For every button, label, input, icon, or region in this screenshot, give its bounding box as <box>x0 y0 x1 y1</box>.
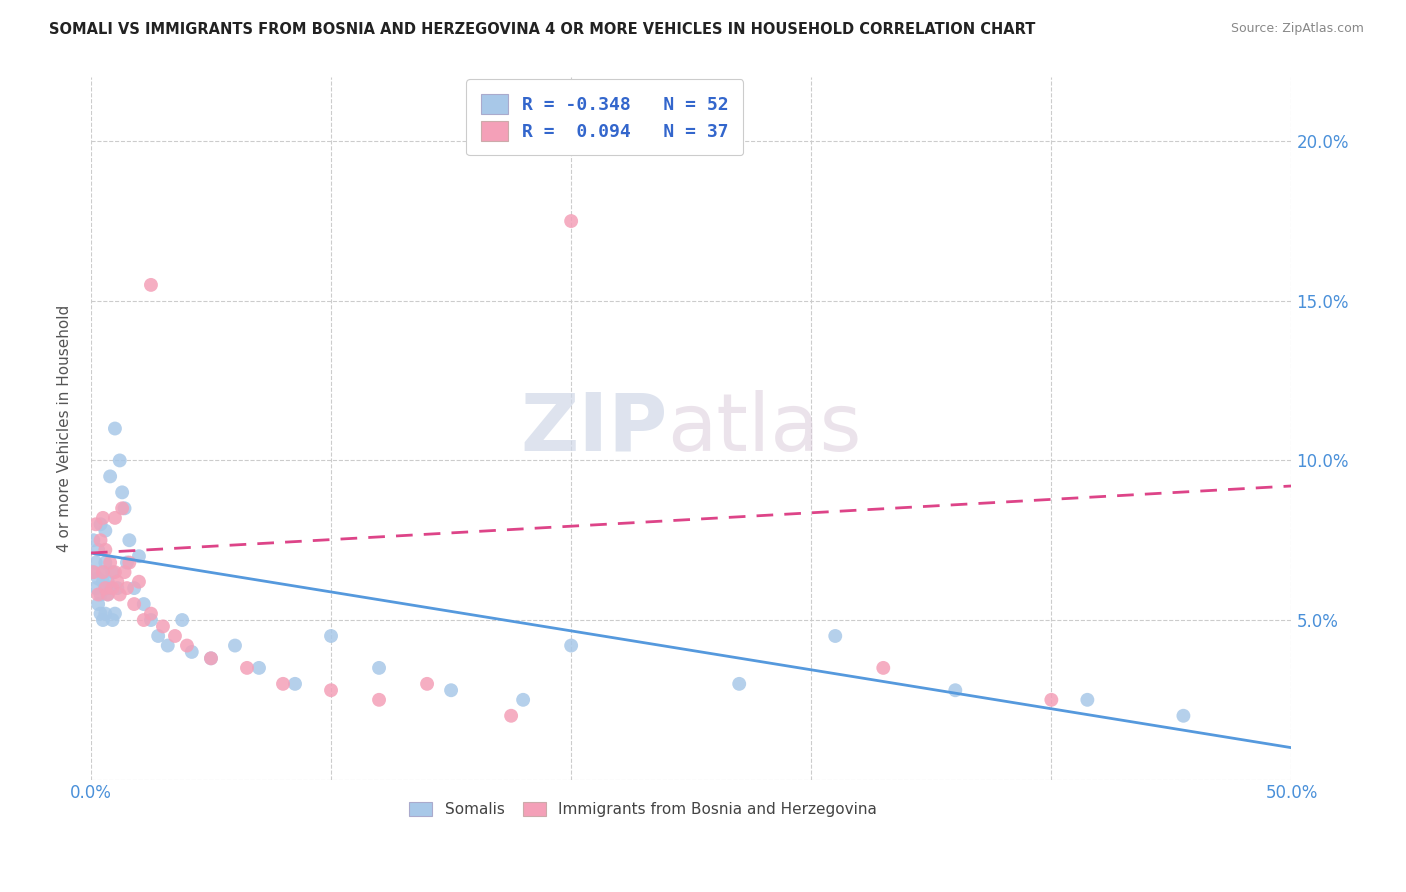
Point <box>872 661 894 675</box>
Point <box>84 556 107 570</box>
Point <box>111 501 134 516</box>
Point <box>122 581 145 595</box>
Point <box>108 453 131 467</box>
Point <box>128 549 150 564</box>
Point <box>97 587 120 601</box>
Point <box>247 661 270 675</box>
Point <box>104 607 127 621</box>
Point <box>1076 693 1098 707</box>
Point <box>512 693 534 707</box>
Point <box>146 629 169 643</box>
Point <box>94 556 117 570</box>
Point <box>82 565 104 579</box>
Point <box>236 661 259 675</box>
Point <box>82 565 104 579</box>
Point <box>104 421 127 435</box>
Point <box>101 581 124 595</box>
Point <box>440 683 463 698</box>
Point <box>101 565 124 579</box>
Point <box>139 613 162 627</box>
Point <box>224 639 246 653</box>
Point <box>416 677 439 691</box>
Point <box>97 574 120 589</box>
Point <box>271 677 294 691</box>
Point <box>98 469 121 483</box>
Point <box>115 556 138 570</box>
Text: SOMALI VS IMMIGRANTS FROM BOSNIA AND HERZEGOVINA 4 OR MORE VEHICLES IN HOUSEHOLD: SOMALI VS IMMIGRANTS FROM BOSNIA AND HER… <box>49 22 1036 37</box>
Point <box>501 708 523 723</box>
Text: ZIP: ZIP <box>520 390 668 467</box>
Y-axis label: 4 or more Vehicles in Household: 4 or more Vehicles in Household <box>58 305 72 552</box>
Point <box>200 651 222 665</box>
Point <box>90 517 112 532</box>
Point <box>728 677 751 691</box>
Point <box>104 511 127 525</box>
Point <box>87 597 110 611</box>
Legend: Somalis, Immigrants from Bosnia and Herzegovina: Somalis, Immigrants from Bosnia and Herz… <box>402 794 884 824</box>
Point <box>115 581 138 595</box>
Point <box>560 214 582 228</box>
Point <box>94 524 117 538</box>
Point <box>163 629 186 643</box>
Point <box>97 587 120 601</box>
Point <box>200 651 222 665</box>
Point <box>91 613 114 627</box>
Point <box>98 581 121 595</box>
Point <box>108 587 131 601</box>
Text: atlas: atlas <box>668 390 862 467</box>
Point <box>101 613 124 627</box>
Point <box>91 565 114 579</box>
Point <box>87 587 110 601</box>
Point <box>139 277 162 292</box>
Point <box>90 587 112 601</box>
Point <box>105 574 128 589</box>
Point <box>152 619 174 633</box>
Point <box>180 645 202 659</box>
Point <box>87 572 110 586</box>
Point <box>132 597 155 611</box>
Point <box>176 639 198 653</box>
Point <box>156 639 179 653</box>
Point <box>128 574 150 589</box>
Point <box>139 607 162 621</box>
Point <box>94 542 117 557</box>
Text: Source: ZipAtlas.com: Source: ZipAtlas.com <box>1230 22 1364 36</box>
Point <box>98 556 121 570</box>
Point <box>1040 693 1063 707</box>
Point <box>91 574 114 589</box>
Point <box>111 485 134 500</box>
Point <box>319 629 342 643</box>
Point <box>114 565 136 579</box>
Point <box>368 661 391 675</box>
Point <box>368 693 391 707</box>
Point <box>90 533 112 548</box>
Point <box>132 613 155 627</box>
Point <box>87 542 110 557</box>
Point <box>172 613 194 627</box>
Point <box>284 677 307 691</box>
Point <box>94 581 117 595</box>
Point <box>118 533 141 548</box>
Point <box>114 501 136 516</box>
Point <box>118 556 141 570</box>
Point <box>91 511 114 525</box>
Point <box>94 607 117 621</box>
Point <box>943 683 966 698</box>
Point <box>1173 708 1195 723</box>
Point <box>319 683 342 698</box>
Point <box>90 607 112 621</box>
Point <box>824 629 846 643</box>
Point <box>84 517 107 532</box>
Point <box>84 581 107 595</box>
Point <box>105 581 128 595</box>
Point <box>122 597 145 611</box>
Point <box>82 533 104 548</box>
Point <box>560 639 582 653</box>
Point <box>104 565 127 579</box>
Point <box>91 565 114 579</box>
